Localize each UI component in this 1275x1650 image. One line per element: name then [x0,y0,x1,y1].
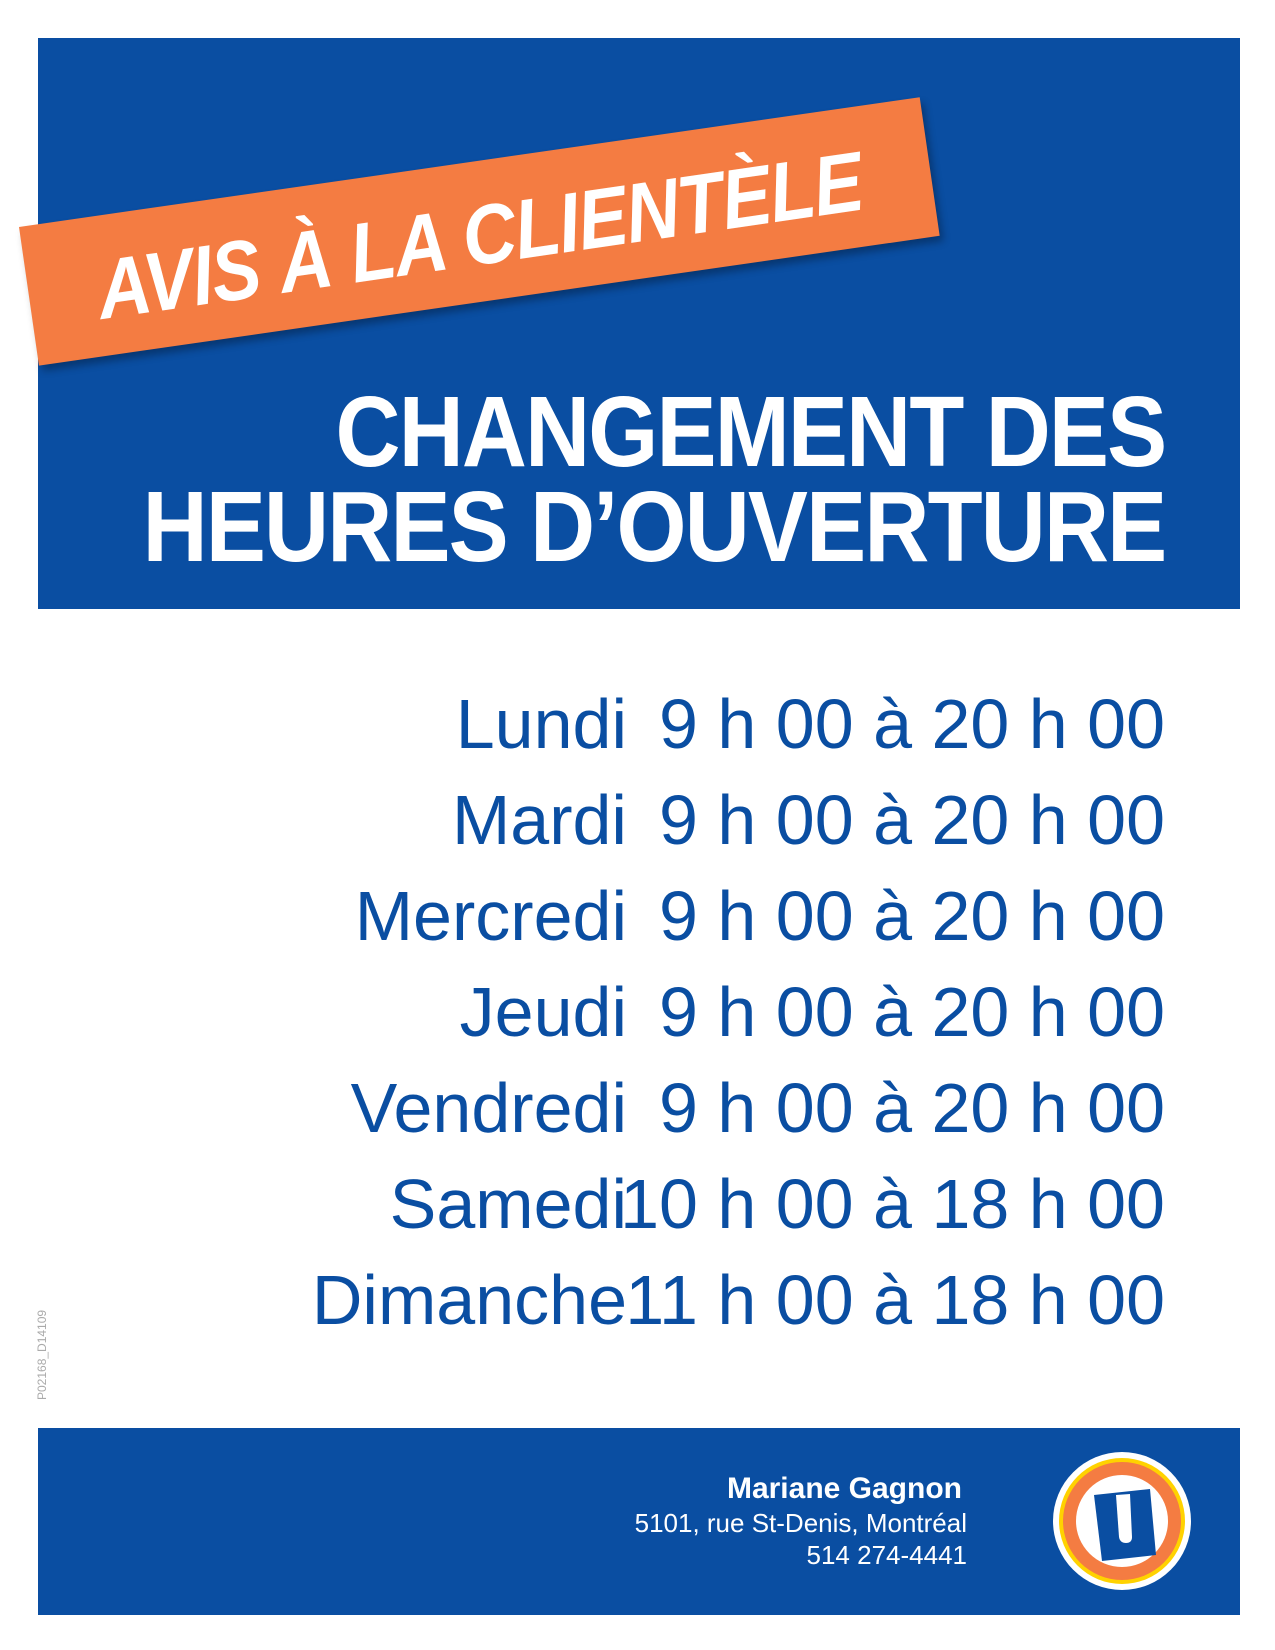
table-row: Mercredi 9 h 00 à 20 h 00 [0,868,1275,964]
hours-value: 9 h 00 à 20 h 00 [659,685,1165,763]
day-label: Vendredi [350,1069,627,1147]
footer-panel: Mariane Gagnon 5101, rue St-Denis, Montr… [38,1428,1240,1615]
pharmacist-name: Mariane Gagnon [726,1472,962,1505]
day-label: Lundi [455,685,627,763]
hours-value: 9 h 00 à 20 h 00 [659,877,1165,955]
day-label: Dimanche [311,1261,627,1339]
day-label: Mercredi [354,877,627,955]
hours-value: 9 h 00 à 20 h 00 [659,973,1165,1051]
title-line-1: CHANGEMENT DES [335,376,1167,488]
table-row: Dimanche 11 h 00 à 18 h 00 [0,1252,1275,1348]
table-row: Mardi 9 h 00 à 20 h 00 [0,772,1275,868]
hours-table: Lundi 9 h 00 à 20 h 00 Mardi 9 h 00 à 20 h… [0,676,1275,1348]
day-label: Mardi [451,781,627,859]
day-label: Jeudi [459,973,627,1051]
store-address: 5101, rue St-Denis, Montréal [634,1508,967,1538]
page-title: CHANGEMENT DES HEURES D’OUVERTURE [142,376,1167,583]
uniprix-logo-icon [1053,1452,1191,1590]
day-label: Samedi [389,1165,627,1243]
hours-value: 11 h 00 à 18 h 00 [625,1261,1165,1339]
table-row: Lundi 9 h 00 à 20 h 00 [0,676,1275,772]
hours-value: 10 h 00 à 18 h 00 [620,1165,1165,1243]
hours-value: 9 h 00 à 20 h 00 [659,781,1165,859]
table-row: Vendredi 9 h 00 à 20 h 00 [0,1060,1275,1156]
document-code: P02168_D14109 [35,1309,49,1400]
title-line-2: HEURES D’OUVERTURE [142,471,1167,583]
table-row: Samedi 10 h 00 à 18 h 00 [0,1156,1275,1252]
store-phone: 514 274-4441 [806,1540,967,1570]
hours-value: 9 h 00 à 20 h 00 [659,1069,1165,1147]
table-row: Jeudi 9 h 00 à 20 h 00 [0,964,1275,1060]
